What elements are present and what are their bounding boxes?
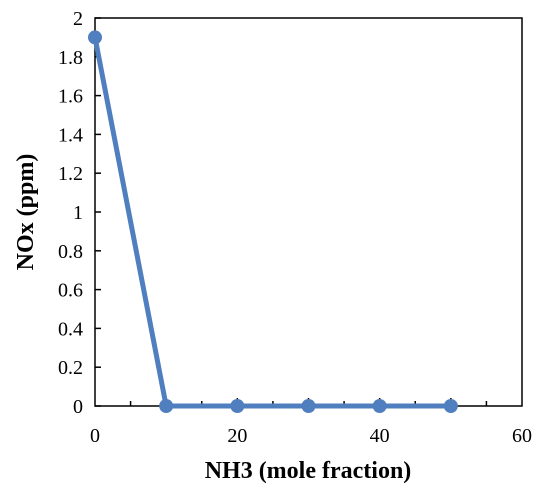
- y-tick-label: 2: [73, 8, 83, 30]
- data-point: [230, 399, 245, 413]
- y-tick-label: 1.2: [58, 163, 83, 185]
- y-tick-label: 0.6: [58, 280, 83, 302]
- data-point: [372, 399, 387, 413]
- x-axis-ticks: 0 20 40 60: [90, 398, 532, 447]
- data-point: [88, 30, 102, 45]
- y-axis-ticks: 0 0.2 0.4 0.6 0.8 1 1.2 1.4 1.6 1.8 2: [58, 8, 101, 418]
- data-point: [159, 399, 174, 413]
- y-tick-label: 1.6: [58, 86, 83, 108]
- series-line: [92, 34, 454, 409]
- series-layer: [88, 30, 458, 413]
- y-axis-title: NOx (ppm): [13, 154, 39, 271]
- y-tick-label: 1: [73, 202, 83, 224]
- y-tick-label: 0.8: [58, 241, 83, 263]
- x-tick-label: 0: [90, 425, 100, 447]
- plot-area: [94, 17, 523, 407]
- y-tick-label: 0: [73, 396, 83, 418]
- x-tick-label: 20: [227, 425, 247, 447]
- x-tick-label: 60: [512, 425, 532, 447]
- data-point: [443, 399, 458, 413]
- y-tick-label: 1.4: [58, 124, 83, 146]
- y-tick-label: 0.2: [58, 357, 83, 379]
- data-point: [301, 399, 316, 413]
- y-tick-label: 0.4: [58, 318, 83, 340]
- x-axis-title: NH3 (mole fraction): [205, 458, 412, 484]
- x-tick-label: 40: [370, 425, 390, 447]
- y-tick-label: 1.8: [58, 47, 83, 69]
